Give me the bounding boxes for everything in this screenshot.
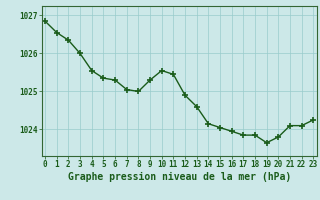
- X-axis label: Graphe pression niveau de la mer (hPa): Graphe pression niveau de la mer (hPa): [68, 172, 291, 182]
